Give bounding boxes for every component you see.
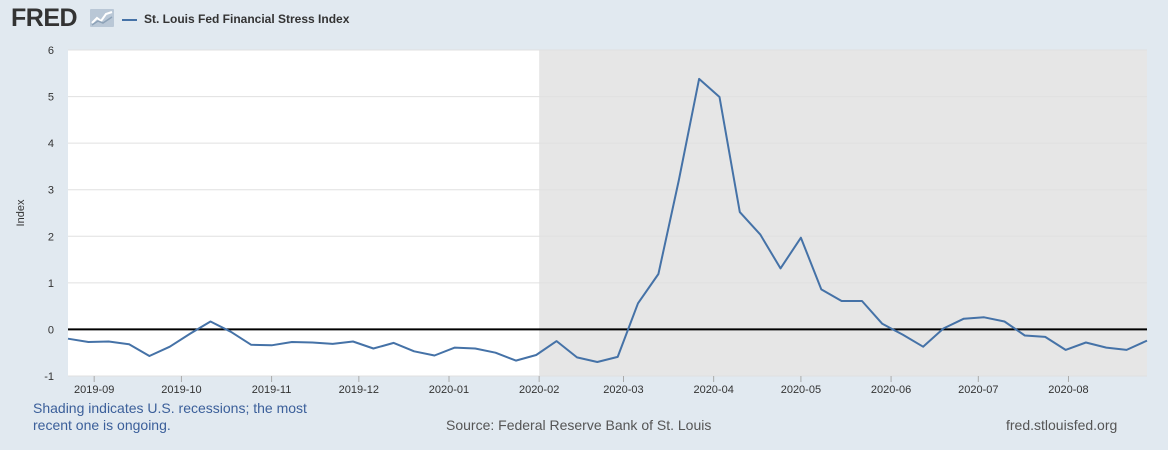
line-chart: -1 0 1 2 3 4 5 6 2019-09 2019-10 2019-11 2019-12 202…	[15, 45, 1148, 396]
source-label: Source: Federal Reserve Bank of St. Loui…	[446, 417, 712, 433]
recession-shading	[539, 50, 1147, 376]
y-tick-label: 4	[48, 138, 54, 150]
y-tick-label: 0	[48, 324, 54, 336]
x-tick-label: 2020-04	[693, 384, 733, 396]
recession-note: Shading indicates U.S. recessions; the m…	[33, 400, 307, 433]
y-tick-label: 1	[48, 278, 54, 290]
x-tick-label: 2019-09	[74, 384, 114, 396]
x-tick-label: 2020-02	[519, 384, 559, 396]
y-tick-label: -1	[44, 371, 54, 383]
x-tick-label: 2020-07	[958, 384, 998, 396]
series-line	[67, 77, 1148, 363]
x-tick-label: 2020-06	[871, 384, 911, 396]
y-axis-label: Index	[15, 199, 27, 226]
y-tick-label: 3	[48, 185, 54, 197]
fred-logo[interactable]: FRED	[11, 4, 78, 32]
x-tick-label: 2019-11	[252, 384, 292, 396]
chart-line-icon	[90, 9, 114, 27]
y-tick-label: 2	[48, 231, 54, 243]
x-tick-label: 2019-10	[161, 384, 201, 396]
chart-header: FRED St. Louis Fed Financial Stress Inde…	[0, 0, 1168, 40]
x-tick-label: 2020-08	[1048, 384, 1088, 396]
x-tick-label: 2020-01	[429, 384, 469, 396]
x-tick-label: 2019-12	[339, 384, 379, 396]
site-link[interactable]: fred.stlouisfed.org	[1006, 417, 1118, 433]
legend-swatch	[122, 19, 137, 21]
y-tick-label: 5	[48, 92, 54, 104]
x-tick-label: 2020-05	[781, 384, 821, 396]
y-tick-label: 6	[48, 45, 54, 57]
x-tick-label: 2020-03	[603, 384, 643, 396]
legend-label[interactable]: St. Louis Fed Financial Stress Index	[144, 12, 350, 26]
